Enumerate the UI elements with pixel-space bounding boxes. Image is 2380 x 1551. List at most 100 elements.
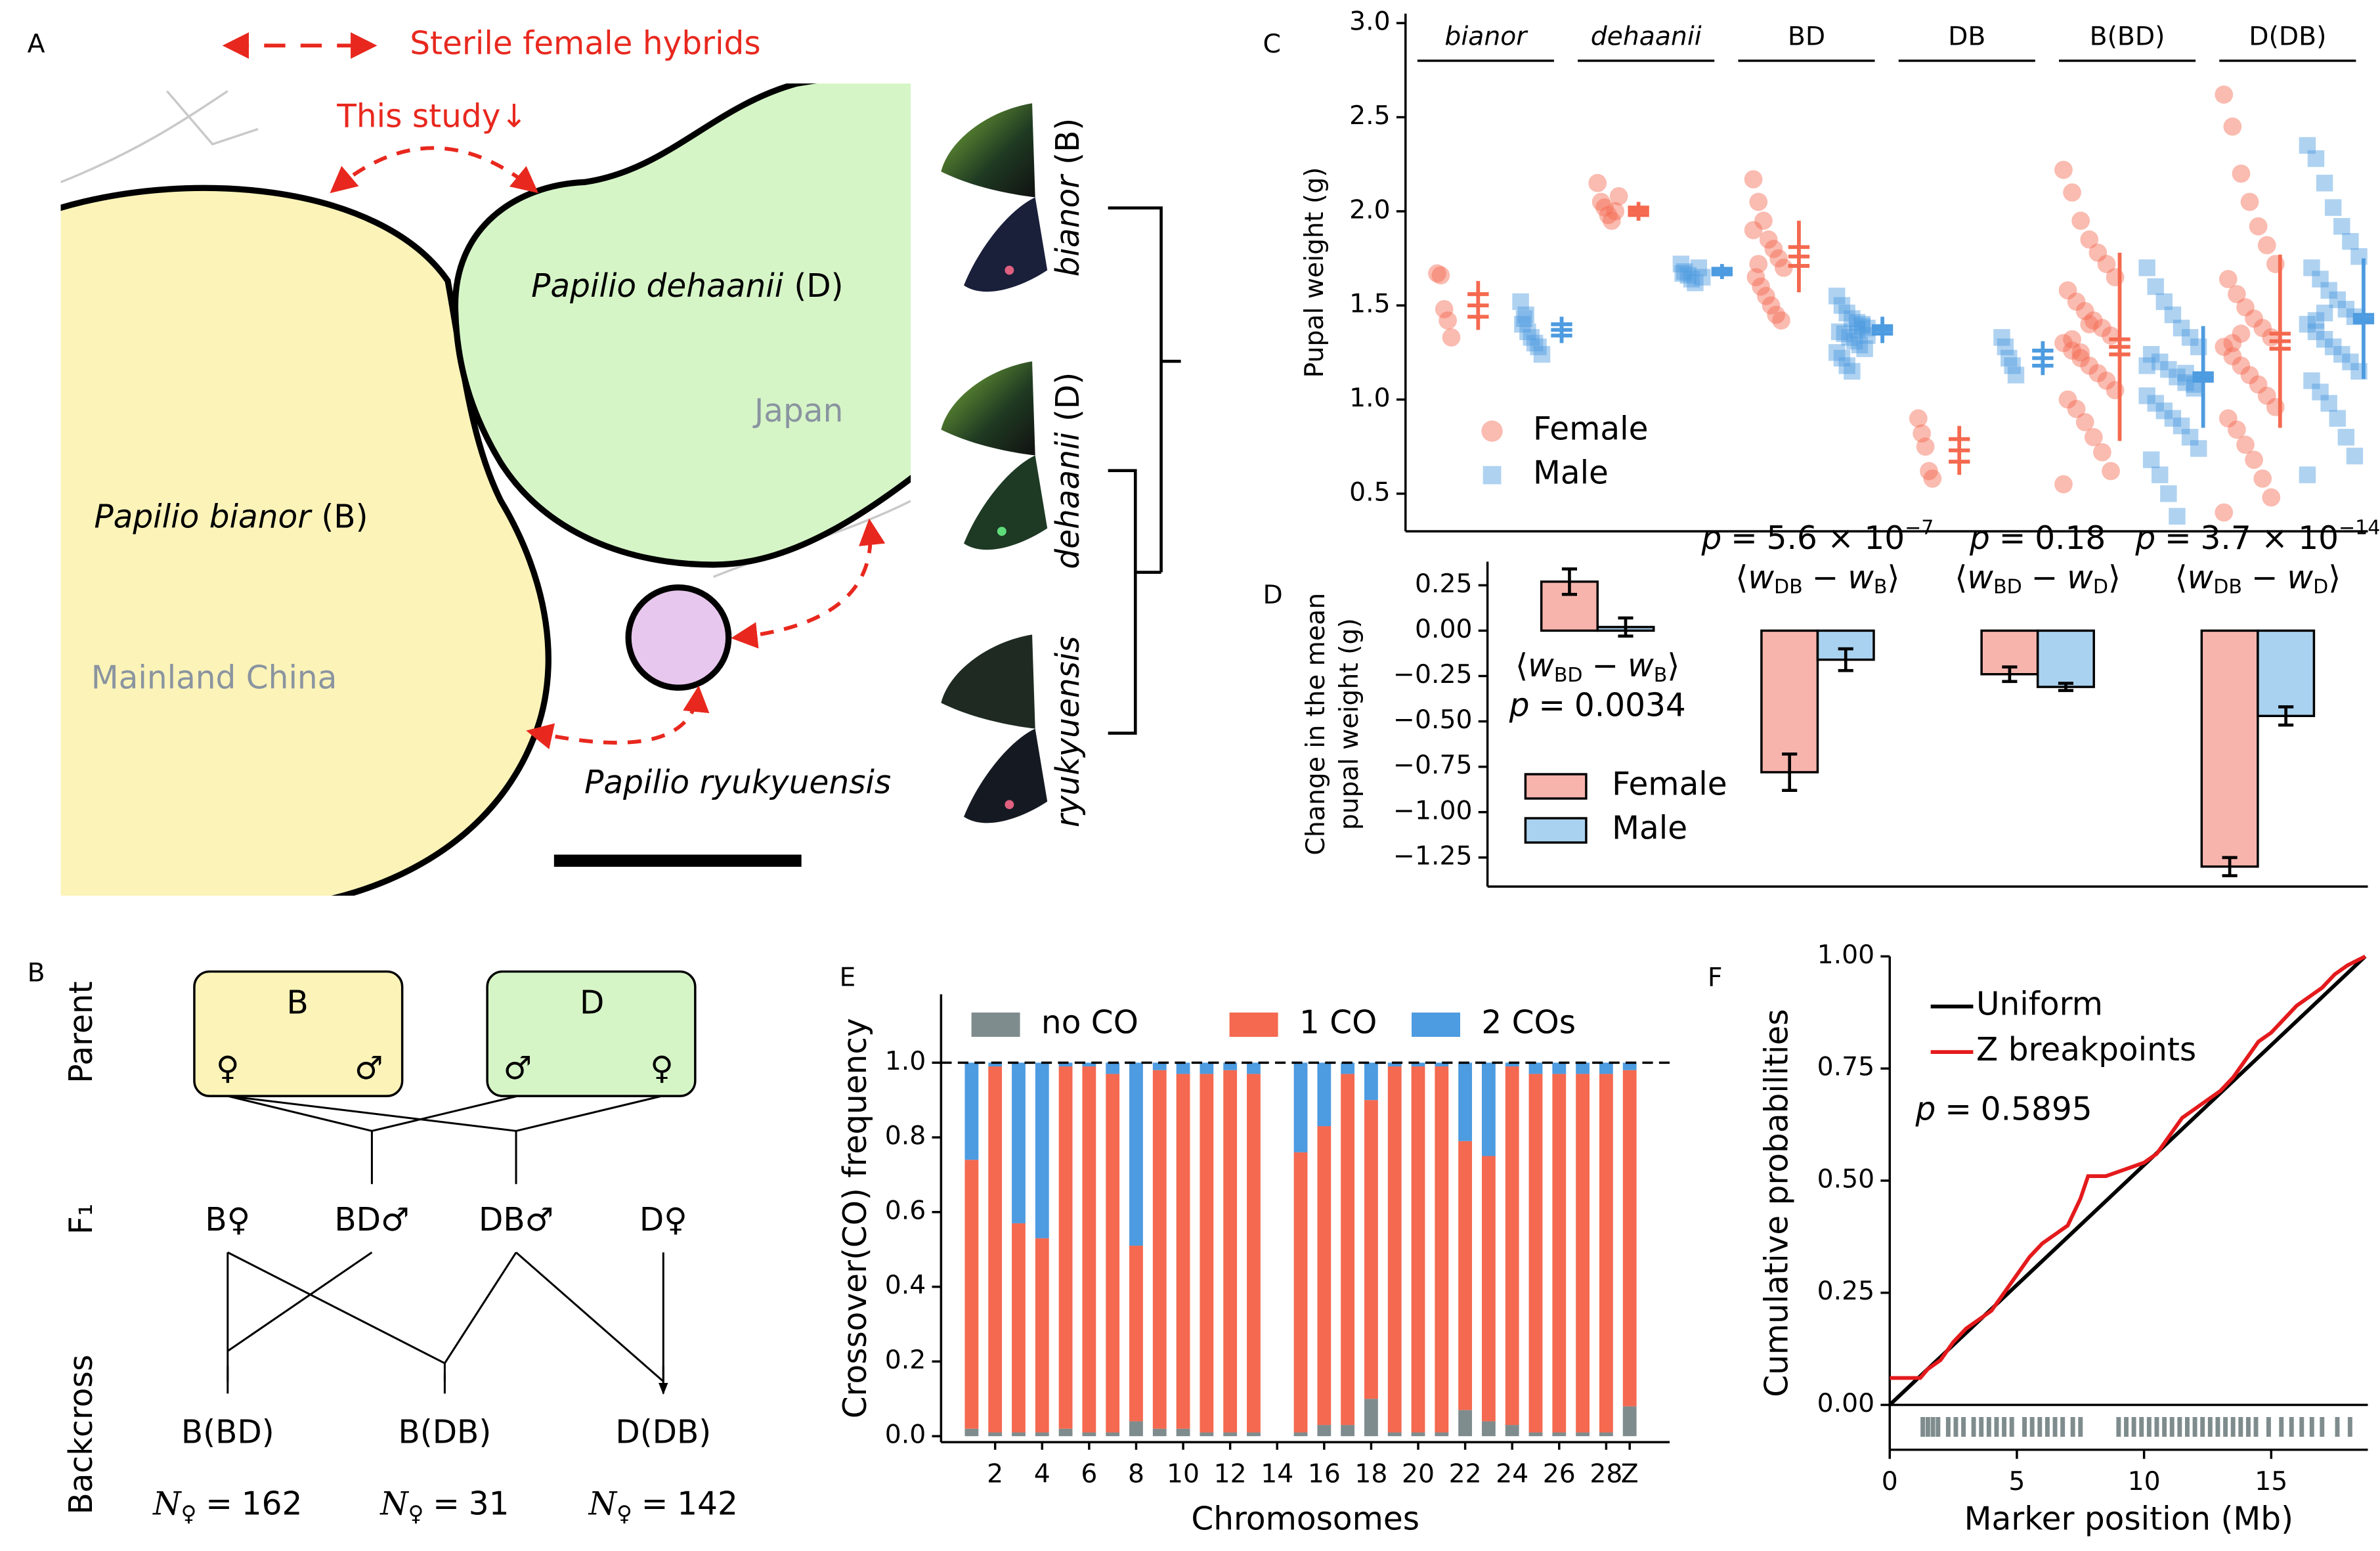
text-part: B [1654, 663, 1668, 686]
point [2228, 420, 2246, 439]
point [2093, 443, 2111, 462]
p-value: p = 5.6 × 10−7 [1700, 516, 1934, 557]
bar-segment [1458, 1141, 1473, 1410]
point [1756, 286, 1775, 305]
point [2177, 364, 2194, 382]
error-bar [2002, 665, 2018, 684]
y-tick-label: 0.25 [1415, 569, 1473, 599]
group-header: D(DB) [2249, 22, 2326, 51]
y-tick-label: −0.50 [1393, 705, 1472, 735]
text-part: − [2251, 559, 2278, 596]
bar-segment [1622, 1062, 1637, 1070]
bar-segment [1317, 1062, 1331, 1127]
point [1595, 198, 1614, 217]
bar [1760, 629, 1819, 774]
point [2084, 311, 2103, 330]
bar-segment [1411, 1062, 1425, 1067]
point [2329, 410, 2346, 427]
text-part: ⟨ [1955, 559, 1967, 596]
text-part: D [2313, 575, 2328, 598]
point [2160, 360, 2177, 378]
y-tick-label: 0.2 [885, 1345, 926, 1375]
point [2181, 329, 2199, 346]
bar-segment [1082, 1062, 1096, 1067]
y-axis-label: Crossover(CO) frequency [837, 1018, 874, 1418]
cross-diagram: B ♀ ♂ D ♂ ♀ Parent F₁ Backcross B♀ BD♂ D… [63, 970, 738, 1526]
y-tick-label: 0.75 [1817, 1053, 1875, 1082]
point [1838, 304, 1855, 322]
bar-segment [1058, 1066, 1073, 1429]
bar-segment [964, 1428, 979, 1437]
code: (B) [321, 499, 368, 536]
bar-segment [1528, 1062, 1543, 1074]
text-part: D [2093, 575, 2108, 598]
point [2257, 236, 2276, 255]
species: bianor [1050, 173, 1087, 276]
point [2138, 387, 2155, 404]
point [1515, 310, 1533, 327]
point [1533, 345, 1551, 363]
bar-segment [1341, 1074, 1355, 1426]
point [1767, 305, 1786, 324]
point [2320, 282, 2337, 299]
x-tick-label: 10 [2128, 1467, 2161, 1496]
point [1848, 321, 1866, 339]
error-bar [1838, 647, 1853, 672]
point [1746, 268, 1765, 287]
point [2063, 330, 2081, 349]
point [2307, 150, 2325, 167]
bar-segment [1552, 1432, 1567, 1437]
species: Papilio bianor [94, 499, 313, 536]
y-tick-label: −0.75 [1393, 751, 1472, 780]
point [2232, 164, 2251, 183]
point [2312, 271, 2329, 288]
point [1846, 332, 1863, 350]
point [1853, 316, 1871, 333]
legend-label: Male [1612, 810, 1687, 847]
phylogeny [1108, 206, 1181, 735]
point [1749, 255, 1768, 273]
text-part: = [1999, 520, 2026, 557]
point [1744, 221, 1763, 240]
bar-segment [1152, 1062, 1167, 1070]
bar-segment [1458, 1410, 1473, 1437]
point [2138, 357, 2155, 374]
backcross-label: D(DB) [615, 1414, 711, 1451]
point [2316, 175, 2333, 192]
f1-label: DB♂ [479, 1202, 553, 1238]
bar-segment [1387, 1066, 1402, 1433]
point [2232, 324, 2251, 343]
x-tick-label: 24 [1496, 1460, 1528, 1489]
point [2215, 503, 2234, 522]
error-bar [1561, 567, 1578, 596]
tree-label: ryukyuensis [1050, 636, 1087, 827]
y-tick-label: 0.50 [1817, 1164, 1875, 1194]
bar-segment [1435, 1062, 1449, 1067]
text-part: − [1812, 559, 1839, 596]
text-part: 0.0034 [1574, 687, 1686, 724]
point [2147, 395, 2164, 412]
point [1672, 255, 1690, 273]
point [1512, 293, 1529, 311]
text-part: ⟩ [1888, 559, 1900, 596]
point [2253, 470, 2272, 488]
point [1694, 269, 1711, 286]
ryukyuensis-range [625, 584, 732, 691]
butterfly [941, 361, 1048, 550]
point [2097, 255, 2116, 273]
text-part: p [1700, 520, 1721, 557]
point [1853, 317, 1871, 335]
point [2299, 316, 2316, 333]
bar-segment [1387, 1432, 1402, 1437]
legend-swatch [1524, 817, 1588, 844]
text-part: 142 [677, 1485, 738, 1522]
point [1923, 470, 1942, 488]
bar-segment [1599, 1062, 1613, 1074]
legend-text: Sterile female hybrids [410, 25, 760, 62]
bar-segment [1599, 1074, 1613, 1433]
panel-letter: E [839, 963, 855, 993]
point [1690, 259, 1708, 276]
point [1759, 230, 1778, 249]
x-tick-label: 6 [1081, 1460, 1097, 1489]
point [2063, 341, 2081, 360]
